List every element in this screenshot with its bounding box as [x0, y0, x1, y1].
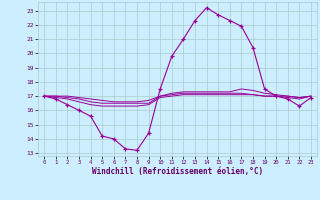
- X-axis label: Windchill (Refroidissement éolien,°C): Windchill (Refroidissement éolien,°C): [92, 167, 263, 176]
